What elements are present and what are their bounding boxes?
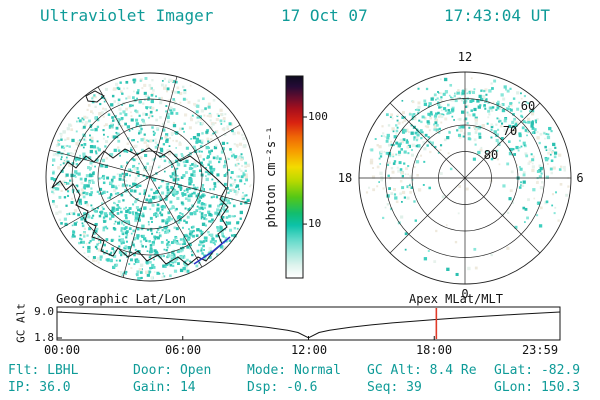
app-title: Ultraviolet Imager xyxy=(40,6,214,25)
image-time: 17:43:04 UT xyxy=(444,6,550,25)
status-mode: Mode: Normal xyxy=(247,363,341,378)
status-glon: GLon: 150.3 xyxy=(494,380,581,395)
xtick-0600: 06:00 xyxy=(164,343,202,357)
status-flt: Flt: LBHL xyxy=(8,363,79,378)
mlat-label-70: 70 xyxy=(502,124,518,138)
mlt-label-18: 18 xyxy=(337,171,353,185)
xtick-2359: 23:59 xyxy=(521,343,559,357)
status-gc-alt: GC Alt: 8.4 Re xyxy=(367,363,477,378)
mlt-label-0: 0 xyxy=(461,287,469,301)
mlt-label-12: 12 xyxy=(457,50,473,64)
xtick-0000: 00:00 xyxy=(43,343,81,357)
status-glat: GLat: -82.9 xyxy=(494,363,581,378)
mlat-label-80: 80 xyxy=(483,148,499,162)
alt-ytick-18: 1.8 xyxy=(34,331,54,344)
right-plot-caption: Apex MLat/MLT xyxy=(409,292,503,306)
status-door: Door: Open xyxy=(133,363,212,378)
alt-ytick-9: 9.0 xyxy=(34,305,54,318)
status-dsp: Dsp: -0.6 xyxy=(247,380,318,395)
colorbar-tick-100: 100 xyxy=(308,110,328,123)
status-ip: IP: 36.0 xyxy=(8,380,71,395)
status-gain: Gain: 14 xyxy=(133,380,196,395)
xtick-1800: 18:00 xyxy=(415,343,453,357)
xtick-1200: 12:00 xyxy=(290,343,328,357)
status-seq: Seq: 39 xyxy=(367,380,422,395)
left-plot-caption: Geographic Lat/Lon xyxy=(55,292,187,306)
image-date: 17 Oct 07 xyxy=(281,6,368,25)
mlat-label-60: 60 xyxy=(520,99,536,113)
colorbar-units-label: photon cm⁻²s⁻¹ xyxy=(264,126,278,228)
colorbar-tick-10: 10 xyxy=(308,217,322,230)
mlt-label-6: 6 xyxy=(576,171,584,185)
